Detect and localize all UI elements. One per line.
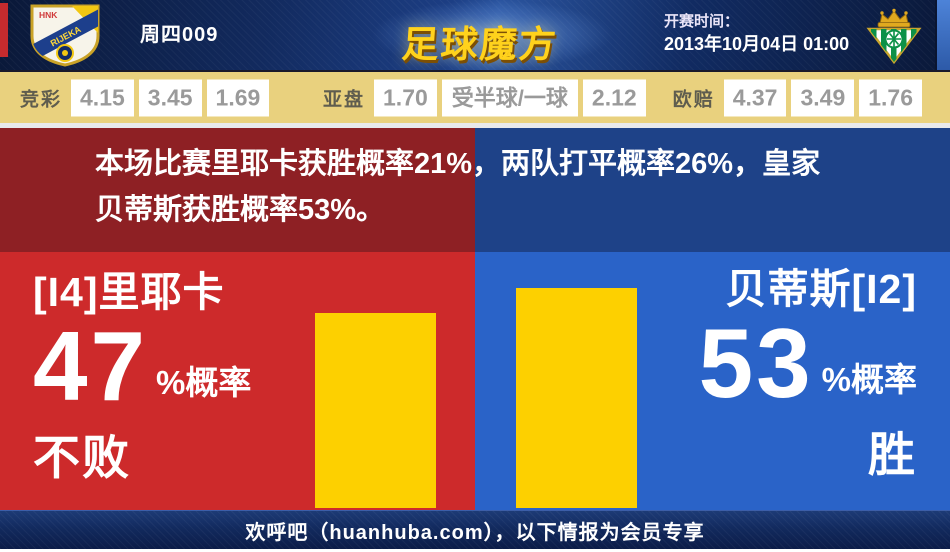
jingcai-home-odds: 4.15 bbox=[71, 79, 134, 116]
right-blue-strip bbox=[935, 0, 950, 70]
home-percent-row: 47 %概率 bbox=[33, 311, 252, 422]
jingcai-draw-odds: 3.45 bbox=[138, 79, 202, 116]
site-footer: 欢呼吧（huanhuba.com），以下情报为会员专享 bbox=[0, 510, 950, 549]
yapan-label: 亚盘 bbox=[323, 89, 366, 110]
banner-blue-half bbox=[475, 128, 950, 252]
away-team-name: 贝蒂斯[I2] bbox=[725, 266, 917, 312]
oupei-label: 欧赔 bbox=[672, 89, 715, 110]
yapan-home-odds: 1.70 bbox=[374, 79, 437, 116]
home-prediction: [I4]里耶卡 47 %概率 不败 bbox=[33, 268, 251, 488]
site-logo-text: 足球魔方 bbox=[400, 24, 560, 65]
away-percent-row: 53 %概率 bbox=[698, 308, 917, 419]
oupei-away-odds: 1.76 bbox=[859, 79, 922, 116]
home-outcome: 不败 bbox=[33, 431, 131, 485]
probability-banner: 本场比赛里耶卡获胜概率21%，两队打平概率26%，皇家贝蒂斯获胜概率53%。 bbox=[0, 128, 950, 252]
odds-bar: 竞彩 4.15 3.45 1.69 亚盘 1.70 受半球/一球 2.12 欧赔… bbox=[0, 72, 950, 123]
odds-group-yapan: 亚盘 1.70 受半球/一球 2.12 bbox=[323, 79, 646, 116]
rijeka-top-text: HNK bbox=[39, 10, 58, 20]
away-percent-suffix: %概率 bbox=[821, 361, 917, 399]
footer-text[interactable]: 欢呼吧（huanhuba.com），以下情报为会员专享 bbox=[245, 521, 705, 544]
left-red-strip bbox=[0, 3, 8, 57]
match-code: 周四009 bbox=[140, 24, 219, 47]
home-team-name: [I4]里耶卡 bbox=[33, 269, 225, 315]
logo-glow bbox=[372, 0, 612, 70]
away-percent-value: 53 bbox=[698, 308, 814, 419]
yapan-handicap: 受半球/一球 bbox=[441, 79, 578, 116]
yapan-away-odds: 2.12 bbox=[582, 79, 646, 116]
banner-red-half bbox=[0, 128, 475, 252]
away-outcome: 胜 bbox=[868, 428, 917, 482]
prediction-panel: [I4]里耶卡 47 %概率 不败 贝蒂斯[I2] 53 %概率 胜 bbox=[0, 252, 950, 510]
kickoff-label: 开赛时间： bbox=[664, 13, 740, 30]
oupei-home-odds: 4.37 bbox=[723, 79, 787, 116]
probability-summary-text: 本场比赛里耶卡获胜概率21%，两队打平概率26%，皇家贝蒂斯获胜概率53%。 bbox=[95, 148, 821, 226]
rijeka-crest-icon: RIJEKA HNK bbox=[24, 3, 106, 67]
separator-line bbox=[0, 123, 950, 128]
away-probability-bar bbox=[516, 288, 637, 508]
away-prediction: 贝蒂斯[I2] 53 %概率 胜 bbox=[699, 265, 917, 485]
betis-crest-icon bbox=[862, 7, 926, 65]
home-percent-value: 47 bbox=[33, 311, 149, 422]
odds-group-jingcai: 竞彩 4.15 3.45 1.69 bbox=[20, 79, 270, 116]
jingcai-label: 竞彩 bbox=[20, 89, 63, 110]
site-logo[interactable]: 足球魔方 bbox=[372, 0, 612, 70]
jingcai-away-odds: 1.69 bbox=[206, 79, 270, 116]
home-percent-suffix: %概率 bbox=[156, 364, 252, 402]
kickoff-time: 2013年10月04日 01:00 bbox=[664, 34, 850, 54]
oupei-draw-odds: 3.49 bbox=[791, 79, 855, 116]
odds-group-oupei: 欧赔 4.37 3.49 1.76 bbox=[673, 79, 922, 116]
home-probability-bar bbox=[315, 313, 436, 508]
match-header: RIJEKA HNK 周四009 足球魔方 开赛时间： 2013年10月04日 … bbox=[0, 0, 950, 72]
kickoff-info: 开赛时间： 2013年10月04日 01:00 bbox=[664, 11, 849, 57]
